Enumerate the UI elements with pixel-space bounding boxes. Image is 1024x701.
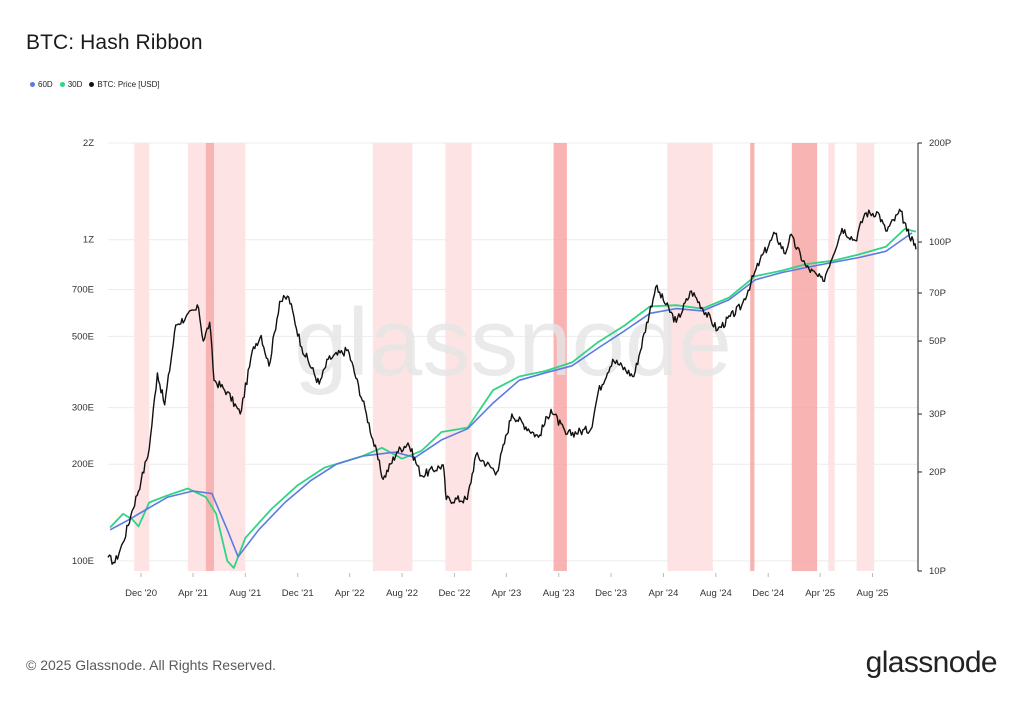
series-line-60d [109, 232, 913, 558]
x-tick-label: Aug '24 [700, 588, 732, 599]
left-tick-label: 2Z [83, 138, 94, 149]
right-tick-label: 30P [929, 409, 946, 420]
legend-item-60d[interactable]: 60D [30, 80, 53, 89]
capitulation-band [187, 143, 206, 571]
copyright-text: © 2025 Glassnode. All Rights Reserved. [26, 657, 277, 673]
x-tick-label: Apr '21 [178, 588, 208, 599]
left-tick-label: 1Z [83, 235, 94, 246]
legend-label-30d: 30D [67, 80, 83, 89]
axes: 100E 200E 300E 500E 700E 1Z 2Z 10P 20P 30P 50P 70P 1… [72, 138, 951, 599]
x-tick-label: Apr '24 [649, 588, 679, 599]
legend-swatch-30d [59, 82, 65, 87]
brand-logo: glassnode [865, 646, 998, 679]
x-tick-label: Dec '23 [595, 588, 627, 599]
left-tick-label: 700E [72, 284, 94, 295]
legend-swatch-price [89, 82, 95, 87]
left-tick-label: 300E [72, 403, 94, 414]
capitulation-band [553, 143, 567, 571]
capitulation-band [791, 143, 818, 571]
capitulation-band [205, 143, 215, 571]
legend-label-60d: 60D [38, 80, 53, 89]
right-tick-label: 20P [929, 467, 946, 478]
chart-legend: 60D 30D BTC: Price [USD] [30, 80, 167, 89]
x-tick-label: Dec '21 [282, 588, 314, 599]
legend-label-price: BTC: Price [USD] [97, 80, 160, 89]
x-tick-label: Aug '25 [857, 588, 889, 599]
right-tick-label: 100P [929, 237, 951, 248]
x-tick-label: Aug '21 [229, 588, 261, 599]
x-tick-label: Aug '22 [386, 588, 418, 599]
capitulation-band [667, 143, 713, 571]
legend-item-30d[interactable]: 30D [59, 80, 83, 89]
capitulation-band [372, 143, 413, 571]
left-tick-label: 500E [72, 331, 94, 342]
series-lines [107, 208, 917, 569]
legend-item-price[interactable]: BTC: Price [USD] [89, 80, 160, 89]
capitulation-band [856, 143, 875, 571]
capitulation-band [214, 143, 246, 571]
x-tick-label: Apr '23 [491, 588, 521, 599]
capitulation-band [828, 143, 835, 571]
left-tick-label: 100E [72, 556, 94, 567]
x-tick-label: Aug '23 [543, 588, 575, 599]
x-tick-label: Apr '25 [805, 588, 835, 599]
left-tick-label: 200E [72, 459, 94, 470]
right-tick-label: 200P [929, 138, 951, 149]
legend-swatch-60d [30, 82, 35, 87]
x-tick-label: Dec '22 [438, 588, 470, 599]
x-tick-label: Dec '24 [752, 588, 784, 599]
right-tick-label: 10P [929, 566, 946, 577]
right-tick-label: 70P [929, 288, 946, 299]
x-tick-label: Apr '22 [335, 588, 365, 599]
capitulation-bands [134, 143, 875, 571]
right-tick-label: 50P [929, 336, 946, 347]
series-line-price [107, 208, 917, 565]
x-tick-label: Dec '20 [125, 588, 157, 599]
chart-title: BTC: Hash Ribbon [26, 31, 203, 54]
capitulation-band [750, 143, 755, 571]
